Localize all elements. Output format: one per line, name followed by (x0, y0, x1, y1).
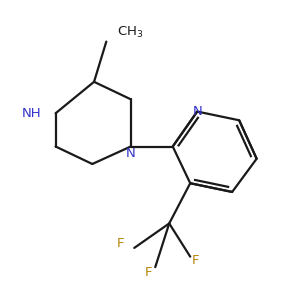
Text: N: N (126, 147, 136, 160)
Text: F: F (192, 254, 199, 267)
Text: F: F (116, 237, 124, 250)
Text: CH$_3$: CH$_3$ (117, 25, 143, 40)
Text: F: F (145, 266, 152, 279)
Text: NH: NH (21, 107, 41, 120)
Text: N: N (192, 105, 202, 118)
